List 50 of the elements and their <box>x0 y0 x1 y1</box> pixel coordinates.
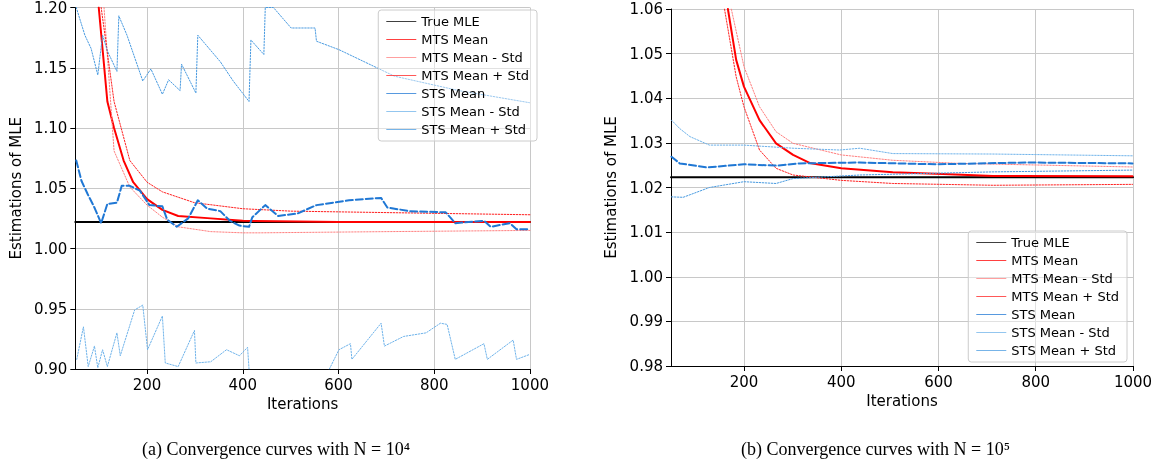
legend-label: MTS Mean - Std <box>421 50 523 65</box>
legend-label: STS Mean + Std <box>421 122 527 137</box>
y-tick-label: 1.00 <box>33 239 68 258</box>
legend-label: MTS Mean <box>421 32 489 47</box>
y-tick-label: 1.06 <box>629 0 663 18</box>
y-tick-label: 1.04 <box>629 89 663 108</box>
legend-label: MTS Mean + Std <box>1011 289 1120 304</box>
x-axis-title: Iterations <box>266 395 339 414</box>
legend-label: MTS Mean <box>1011 253 1079 268</box>
y-tick-label: 1.20 <box>33 0 68 17</box>
y-tick-label: 0.98 <box>629 357 663 375</box>
y-axis-title: Estimations of MLE <box>602 116 621 259</box>
line-series <box>670 169 1134 198</box>
y-axis-title: Estimations of MLE <box>6 117 25 260</box>
text: (a) Convergence curves with N = 10⁴ <box>141 439 411 460</box>
y-tick-label: 0.95 <box>33 299 68 318</box>
x-tick-label: 400 <box>826 372 856 391</box>
x-tick-label: 200 <box>132 375 162 394</box>
y-tick-label: 1.05 <box>629 44 663 63</box>
legend-label: STS Mean - Std <box>1011 325 1110 340</box>
x-tick-label: 400 <box>228 375 258 394</box>
y-tick-label: 1.10 <box>33 119 68 137</box>
legend-label: STS Mean <box>1011 307 1076 322</box>
y-tick-label: 0.99 <box>629 312 663 331</box>
y-tick-label: 1.05 <box>33 179 68 198</box>
x-axis-title: Iterations <box>866 392 938 411</box>
x-tick-label: 600 <box>324 375 353 394</box>
line-series <box>670 155 1134 169</box>
line-series <box>670 119 1134 157</box>
x-tick-label: 600 <box>924 372 953 391</box>
legend-label: MTS Mean - Std <box>1011 271 1113 286</box>
legend-label: STS Mean - Std <box>421 104 520 119</box>
x-tick-label: 200 <box>729 372 759 391</box>
y-tick-label: 1.01 <box>629 223 663 242</box>
x-tick-label: 1000 <box>1113 372 1153 391</box>
y-tick-label: 1.15 <box>33 58 68 77</box>
line-series <box>75 159 531 231</box>
text: (b) Convergence curves with N = 10⁵ <box>740 439 1011 460</box>
legend-label: True MLE <box>420 14 480 29</box>
y-tick-label: 0.90 <box>33 360 68 378</box>
legend-label: STS Mean + Std <box>1011 343 1117 358</box>
legend-label: STS Mean <box>421 86 486 101</box>
y-tick-label: 1.00 <box>629 267 663 286</box>
legend-label: True MLE <box>1010 235 1070 250</box>
y-tick-label: 1.02 <box>629 178 663 197</box>
y-tick-label: 1.03 <box>629 133 663 152</box>
x-tick-label: 800 <box>1021 372 1051 391</box>
legend-label: MTS Mean + Std <box>421 68 530 83</box>
x-tick-label: 1000 <box>510 375 550 394</box>
x-tick-label: 800 <box>419 375 449 394</box>
